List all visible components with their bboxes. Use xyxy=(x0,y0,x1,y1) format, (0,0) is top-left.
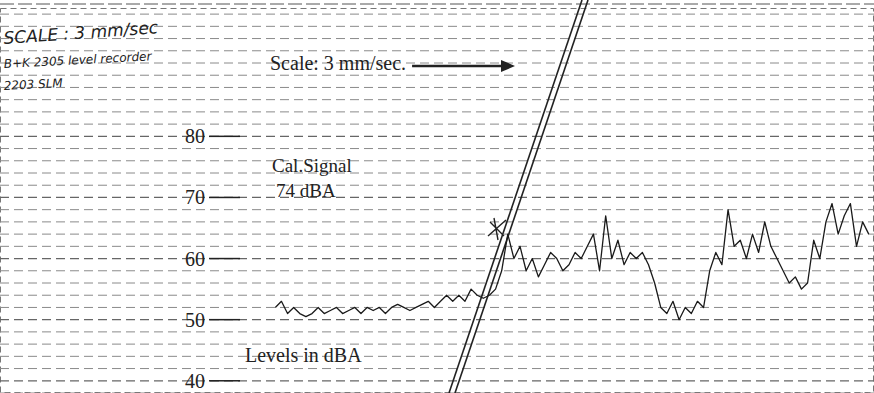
tick-mark xyxy=(209,136,240,138)
plot-frame xyxy=(1,9,874,393)
cal-level: 74 dBA xyxy=(276,180,336,201)
paper-rule xyxy=(0,221,874,222)
handwritten-note: SCALE : 3 mm/sec xyxy=(3,17,159,48)
grid-line xyxy=(0,380,874,381)
grid xyxy=(0,136,874,380)
tick-label: 80 xyxy=(185,125,205,147)
chart: 40 50 60 70 80 Levels in dBA Scale: 3 mm/sec. C… xyxy=(0,0,874,393)
paper-edge xyxy=(0,4,874,5)
handwritten-note: B+K 2305 level recorder xyxy=(3,49,152,71)
paper-rule xyxy=(0,234,874,235)
plot-area xyxy=(275,204,868,320)
axis-label: Levels in dBA xyxy=(245,344,362,366)
paper-rule xyxy=(0,331,874,332)
tick-mark xyxy=(209,258,240,260)
tick-mark xyxy=(209,380,240,382)
grid-line xyxy=(0,258,874,259)
scale-note: Scale: 3 mm/sec. xyxy=(270,52,406,74)
paper-rule xyxy=(0,99,874,100)
paper-rule xyxy=(0,111,874,112)
grid-line xyxy=(0,197,874,198)
annotations: Scale: 3 mm/sec. Cal.Signal 74 dBA SCALE : … xyxy=(3,17,515,201)
y-axis: 40 50 60 70 80 xyxy=(185,125,240,391)
paper-rule xyxy=(0,270,874,271)
paper-rule xyxy=(0,160,874,161)
paper-rule xyxy=(0,173,874,174)
tick-label: 40 xyxy=(185,370,205,392)
grid-line xyxy=(0,319,874,320)
paper-rule xyxy=(0,148,874,149)
arrow xyxy=(412,65,505,68)
tick-label: 70 xyxy=(185,186,205,208)
paper-rule xyxy=(0,124,874,125)
pen-stroke xyxy=(449,0,588,393)
paper-rule xyxy=(0,185,874,186)
cal-signal: Cal.Signal xyxy=(272,155,352,176)
paper-rule xyxy=(0,209,874,210)
paper-rule xyxy=(0,87,874,88)
paper-rule xyxy=(0,14,874,15)
tick-mark xyxy=(209,319,240,321)
paper-rule xyxy=(0,344,874,345)
handwritten-note: 2203 SLM xyxy=(3,76,63,93)
paper-rule xyxy=(0,356,874,357)
paper-rule xyxy=(0,307,874,308)
arrow-head xyxy=(501,60,515,72)
paper-rule xyxy=(0,368,874,369)
paper-rule xyxy=(0,75,874,76)
paper-rule xyxy=(0,283,874,284)
tick-label: 60 xyxy=(185,248,205,270)
tick-mark xyxy=(209,197,240,199)
paper-rules xyxy=(0,14,874,393)
grid-line xyxy=(0,136,874,137)
paper-rule xyxy=(0,295,874,296)
level-trace xyxy=(275,204,868,320)
background xyxy=(0,0,874,393)
tick-label: 50 xyxy=(185,309,205,331)
